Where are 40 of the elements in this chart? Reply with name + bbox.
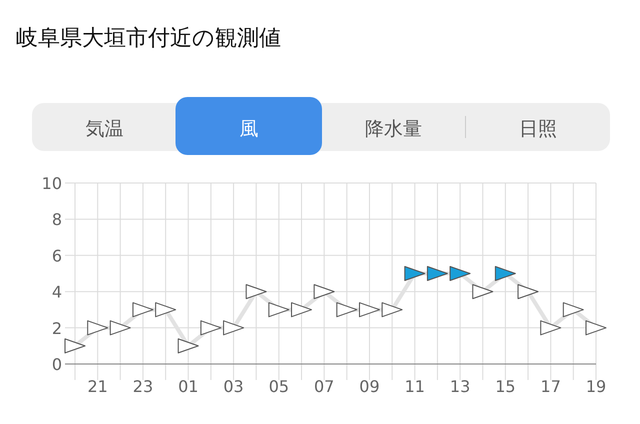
x-tick-label: 19 (586, 377, 606, 396)
point (586, 320, 606, 336)
y-tick-label: 2 (52, 318, 62, 338)
point (314, 284, 335, 300)
x-tick-label: 11 (404, 377, 425, 396)
point (291, 302, 312, 318)
point (540, 320, 562, 336)
point (87, 320, 108, 336)
x-tick-label: 09 (359, 377, 380, 396)
point (223, 320, 244, 336)
point (246, 284, 267, 300)
x-tick-label: 21 (87, 377, 108, 396)
y-tick-label: 10 (42, 174, 62, 193)
point (358, 302, 380, 318)
point (472, 284, 494, 300)
point (518, 284, 539, 300)
x-tick-label: 05 (268, 377, 290, 396)
point (110, 320, 131, 336)
y-tick-label: 4 (52, 282, 62, 302)
chart-title: 岐阜県大垣市付近の観測値 (16, 26, 281, 51)
point (268, 302, 290, 318)
x-tick-label: 17 (540, 377, 561, 396)
tabs: 気温 風 降水量 日照 (32, 97, 610, 155)
point (562, 302, 584, 318)
x-tick-label: 01 (178, 377, 198, 396)
x-tick-label: 15 (495, 377, 516, 396)
y-tick-label: 6 (52, 246, 62, 266)
point (178, 338, 199, 354)
x-tick-label: 13 (450, 377, 470, 396)
y-tick-label: 0 (52, 355, 62, 374)
point (155, 302, 176, 318)
point (336, 302, 358, 318)
x-tick-label: 07 (314, 377, 334, 396)
point (64, 338, 86, 354)
x-tick-label: 23 (132, 377, 154, 396)
y-tick-label: 8 (52, 210, 62, 230)
point (382, 302, 403, 318)
point (200, 320, 222, 336)
x-tick-label: 03 (223, 377, 244, 396)
point (132, 302, 154, 318)
